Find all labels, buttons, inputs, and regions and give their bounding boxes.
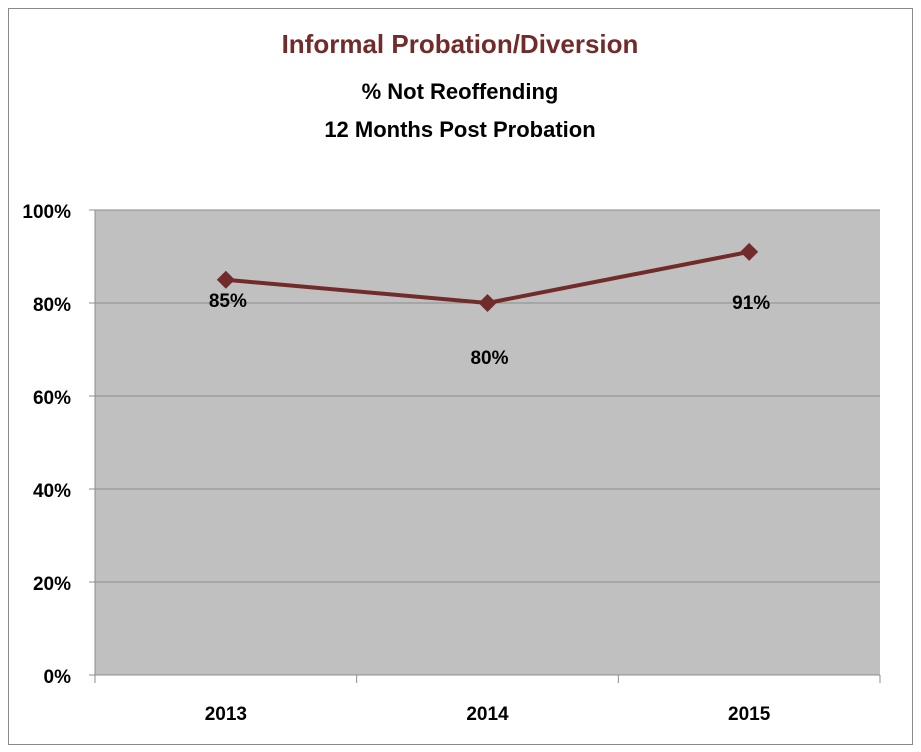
chart-title: Informal Probation/Diversion	[282, 29, 639, 59]
y-tick-label: 0%	[44, 667, 72, 688]
x-tick-label: 2014	[466, 704, 509, 725]
data-label: 91%	[732, 293, 770, 314]
plot-area	[95, 210, 880, 675]
chart-subtitle: % Not Reoffending	[362, 79, 559, 104]
data-marker	[478, 294, 497, 312]
data-label: 80%	[470, 348, 508, 369]
x-tick-label: 2013	[205, 704, 247, 725]
data-label: 85%	[209, 291, 247, 312]
y-tick-label: 60%	[33, 388, 71, 409]
y-tick-label: 80%	[33, 295, 71, 316]
data-marker	[740, 242, 759, 261]
y-tick-label: 20%	[33, 574, 71, 595]
y-tick-label: 40%	[33, 481, 71, 502]
chart-subtitle: 12 Months Post Probation	[324, 117, 595, 142]
y-tick-label: 100%	[22, 202, 71, 223]
data-marker	[216, 270, 235, 289]
x-tick-label: 2015	[728, 704, 771, 725]
